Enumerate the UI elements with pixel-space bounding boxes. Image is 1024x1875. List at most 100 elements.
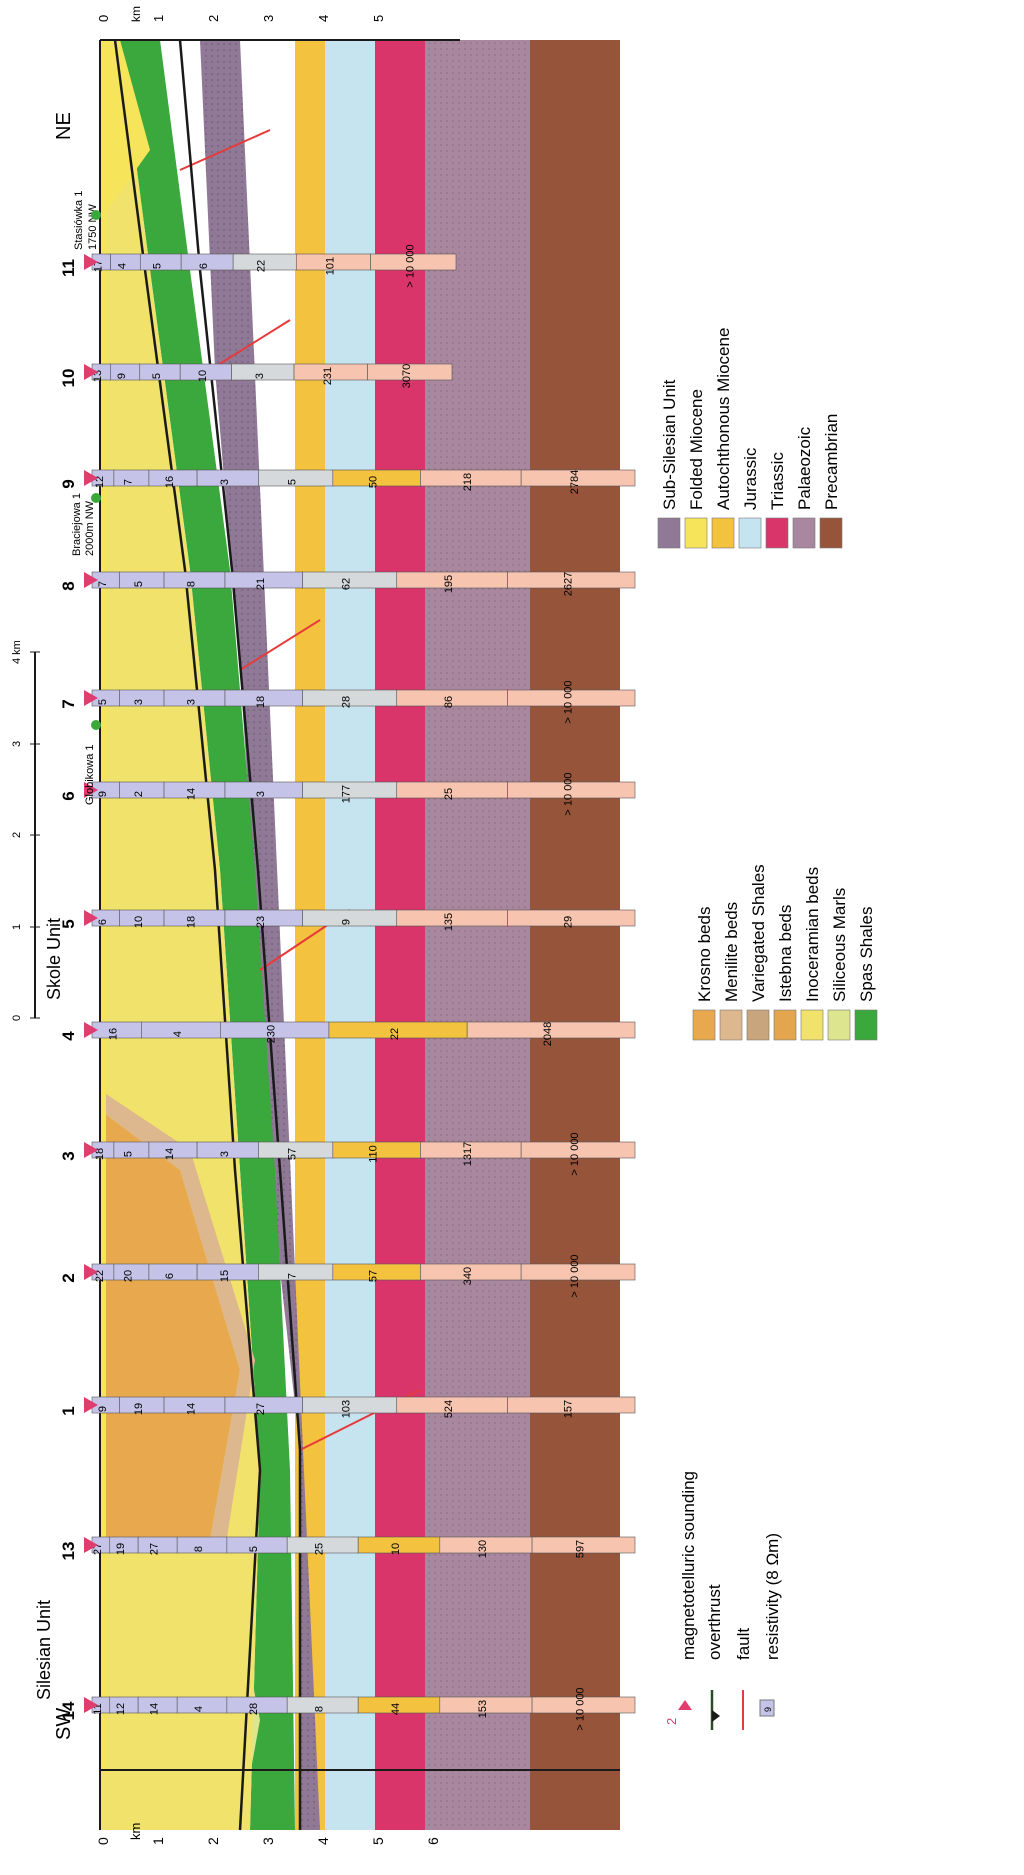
depth-label-5: 5 [370, 1837, 386, 1845]
resistivity-value: 27 [255, 1403, 267, 1415]
resistivity-value: 14 [186, 1403, 198, 1415]
legend-label: Menilite beds [722, 902, 741, 1002]
resistivity-value: 2 [133, 791, 145, 797]
resistivity-value: 22 [256, 260, 268, 272]
legend-units-basement: Sub-Silesian Unit Folded Miocene Autochtho… [657, 328, 843, 549]
legend-swatch [819, 517, 843, 549]
resistivity-value: 8 [314, 1706, 326, 1712]
legend-label: Istebna beds [776, 905, 795, 1002]
legend-swatch [800, 1009, 824, 1041]
resistivity-segment [531, 1536, 636, 1554]
horizontal-scale-bar: 0 1 2 3 4 km [11, 640, 40, 1021]
resistivity-segment [507, 781, 636, 799]
resistivity-segment [531, 1696, 636, 1714]
krosno-beds-block [100, 1110, 240, 1550]
label-silesian-unit: Silesian Unit [34, 1600, 54, 1700]
resistivity-value: 2048 [542, 1022, 554, 1046]
resistivity-segment [466, 1021, 636, 1039]
legend-label: Sub-Silesian Unit [660, 379, 679, 510]
label-sw: SW [53, 1708, 75, 1740]
depth-scale-right: 0 km 1 2 3 4 5 [96, 6, 386, 22]
sounding-marker-icon [84, 470, 98, 486]
well-stasiowka-name: Stasiówka 1 [73, 191, 85, 250]
resistivity-icon [759, 1699, 775, 1717]
sounding-marker-icon [84, 690, 98, 706]
resistivity-value: 7 [97, 581, 109, 587]
depth-right-4: 4 [316, 15, 331, 22]
depth-label-6: 6 [425, 1837, 441, 1845]
resistivity-value: > 10 000 [562, 680, 574, 723]
resistivity-value: 20 [122, 1270, 134, 1282]
resistivity-value: 16 [108, 1028, 120, 1040]
legend-swatch [657, 517, 681, 549]
well-globikowa-name: Globikowa 1 [84, 744, 96, 805]
resistivity-value: 14 [149, 1703, 161, 1715]
resistivity-value: 19 [133, 1403, 145, 1415]
resistivity-value: 19 [115, 1543, 127, 1555]
legend-label: Precambrian [822, 414, 841, 510]
resistivity-value: 25 [443, 788, 455, 800]
sounding-id-label: 7 [59, 699, 78, 708]
resistivity-value: 14 [186, 788, 198, 800]
resistivity-segment [520, 1141, 636, 1159]
resistivity-value: 8 [193, 1546, 205, 1552]
sounding-column-14: 11 12 14 4 28 8 44 153 > 10 000 14 [59, 1687, 636, 1731]
legend-label: Folded Miocene [687, 389, 706, 510]
resistivity-value: 101 [324, 257, 336, 275]
resistivity-value: 157 [562, 1400, 574, 1418]
resistivity-value: 597 [575, 1540, 587, 1558]
resistivity-value: 18 [94, 1148, 106, 1160]
label-ne: NE [53, 112, 75, 140]
resistivity-value: 5 [133, 581, 145, 587]
resistivity-value: 4 [116, 263, 128, 269]
svg-text:magnetotelluric sounding: magnetotelluric sounding [679, 1471, 698, 1660]
depth-right-0: 0 [96, 15, 111, 22]
resistivity-value: 29 [562, 916, 574, 928]
sounding-column-3: 18 5 14 3 57 110 1317 > 10 000 3 [59, 1132, 636, 1176]
legend-label: Siliceous Marls [830, 888, 849, 1002]
resistivity-value: 153 [477, 1700, 489, 1718]
sounding-column-1: 9 19 14 27 103 524 157 1 [59, 1396, 636, 1418]
well-braciejowa-offset: 2000m NW [84, 500, 96, 556]
legend-label: Triassic [768, 452, 787, 510]
resistivity-value: 3070 [401, 364, 413, 388]
scale-4km: 4 km [11, 640, 23, 664]
legend-swatch [711, 517, 735, 549]
sounding-marker-icon [84, 572, 98, 588]
resistivity-value: 7 [122, 479, 134, 485]
resistivity-value: > 10 000 [569, 1254, 581, 1297]
resistivity-value: 9 [116, 373, 128, 379]
depth-right-5: 5 [371, 15, 386, 22]
resistivity-value: 9 [97, 1406, 109, 1412]
depth-right-1: 1 [151, 15, 166, 22]
resistivity-value: 231 [322, 367, 334, 385]
resistivity-value: 10 [197, 370, 209, 382]
legend-swatch [827, 1009, 851, 1041]
resistivity-value: 1317 [462, 1142, 474, 1166]
resistivity-value: 5 [248, 1546, 260, 1552]
palaeozoic-layer [420, 40, 530, 1830]
depth-label-4: 4 [315, 1837, 331, 1845]
sounding-marker-icon [84, 1537, 98, 1553]
sounding-id-label: 14 [59, 1701, 78, 1720]
resistivity-value: 25 [314, 1543, 326, 1555]
sounding-marker-icon [84, 910, 98, 926]
scale-0: 0 [11, 1015, 23, 1021]
resistivity-value: 195 [443, 575, 455, 593]
sounding-id-label: 2 [59, 1273, 78, 1282]
sounding-id-label: 10 [59, 369, 78, 388]
resistivity-segment [507, 1396, 636, 1414]
sounding-column-9: 12 7 16 3 5 50 218 2784 9 [59, 469, 636, 494]
resistivity-segment [507, 909, 636, 927]
well-braciejowa-name: Braciejowa 1 [71, 493, 83, 556]
sounding-id-label: 4 [59, 1031, 78, 1041]
resistivity-value: 18 [186, 916, 198, 928]
resistivity-value: 44 [390, 1703, 402, 1715]
depth-km-left: km [128, 1823, 143, 1840]
scale-2: 2 [11, 832, 23, 838]
depth-label-3: 3 [260, 1837, 276, 1845]
sub-silesian-unit [200, 40, 320, 1830]
